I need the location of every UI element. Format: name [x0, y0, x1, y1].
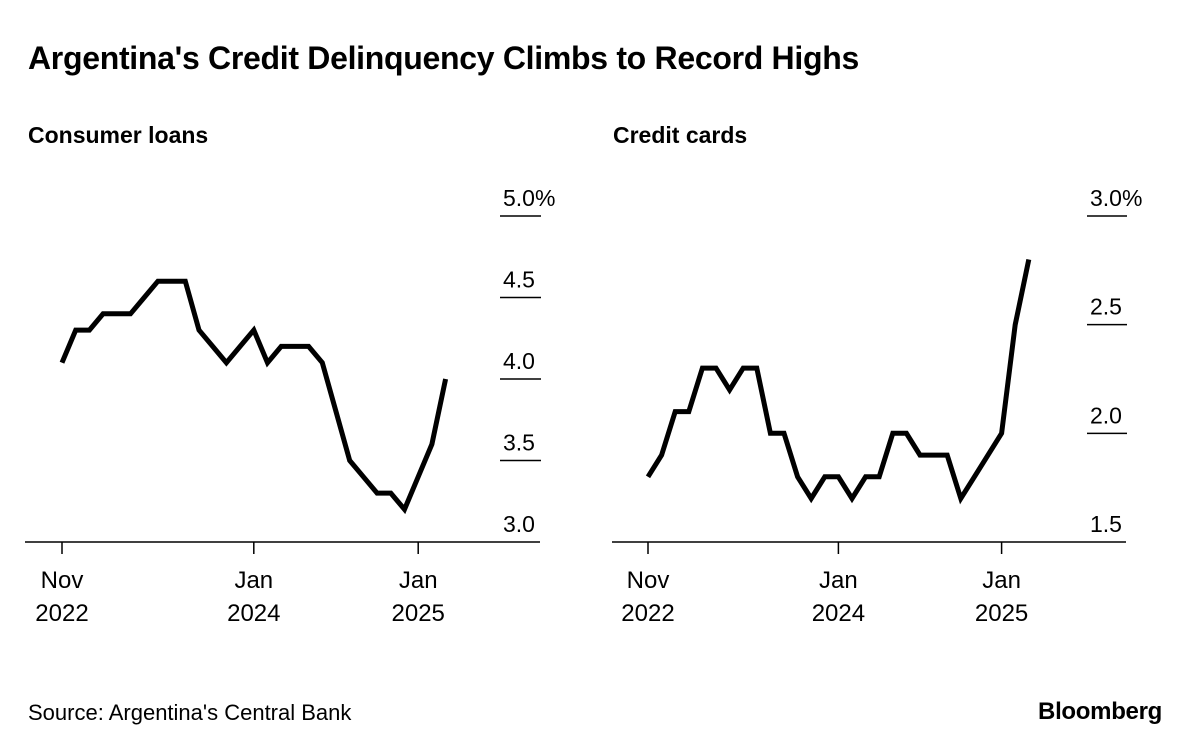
consumer-loans-x-tick-label: Jan [399, 567, 438, 594]
source-note: Source: Argentina's Central Bank [28, 700, 352, 725]
consumer-loans-x-tick-label-year: 2024 [227, 600, 280, 627]
credit-cards-y-tick-label: 2.5 [1090, 294, 1122, 320]
consumer-loans-series-line [59, 278, 449, 515]
consumer-loans-subtitle: Consumer loans [28, 122, 209, 148]
credit-cards-x-tick-label: Jan [982, 567, 1021, 594]
credit-cards-x-tick-label-year: 2025 [975, 600, 1028, 627]
consumer-loans-x-tick-label-year: 2022 [35, 600, 88, 627]
consumer-loans-y-tick-label: 5.0% [503, 185, 555, 211]
credit-cards-x-tick-label-year: 2024 [812, 600, 865, 627]
credit-cards-series-line [645, 258, 1032, 505]
consumer-loans-y-tick-label: 3.0 [503, 511, 535, 537]
credit-cards-y-tick-label: 3.0% [1090, 185, 1142, 211]
credit-cards-subtitle: Credit cards [613, 122, 748, 148]
credit-cards-y-tick-label: 1.5 [1090, 511, 1122, 537]
consumer-loans-y-tick-label: 3.5 [503, 430, 535, 456]
credit-cards-x-tick-label: Nov [627, 567, 670, 594]
consumer-loans-x-tick-label-year: 2025 [392, 600, 445, 627]
consumer-loans-y-tick-label: 4.0 [503, 348, 535, 374]
consumer-loans-x-tick-label: Nov [41, 567, 84, 594]
credit-cards-y-tick-label: 2.0 [1090, 402, 1122, 428]
credit-cards-x-tick-label-year: 2022 [621, 600, 674, 627]
consumer-loans-y-tick-label: 4.5 [503, 267, 535, 293]
chart-title: Argentina's Credit Delinquency Climbs to… [28, 40, 859, 76]
bloomberg-logo: Bloomberg [1038, 698, 1162, 725]
consumer-loans-x-tick-label: Jan [234, 567, 273, 594]
credit-cards-x-tick-label: Jan [819, 567, 858, 594]
